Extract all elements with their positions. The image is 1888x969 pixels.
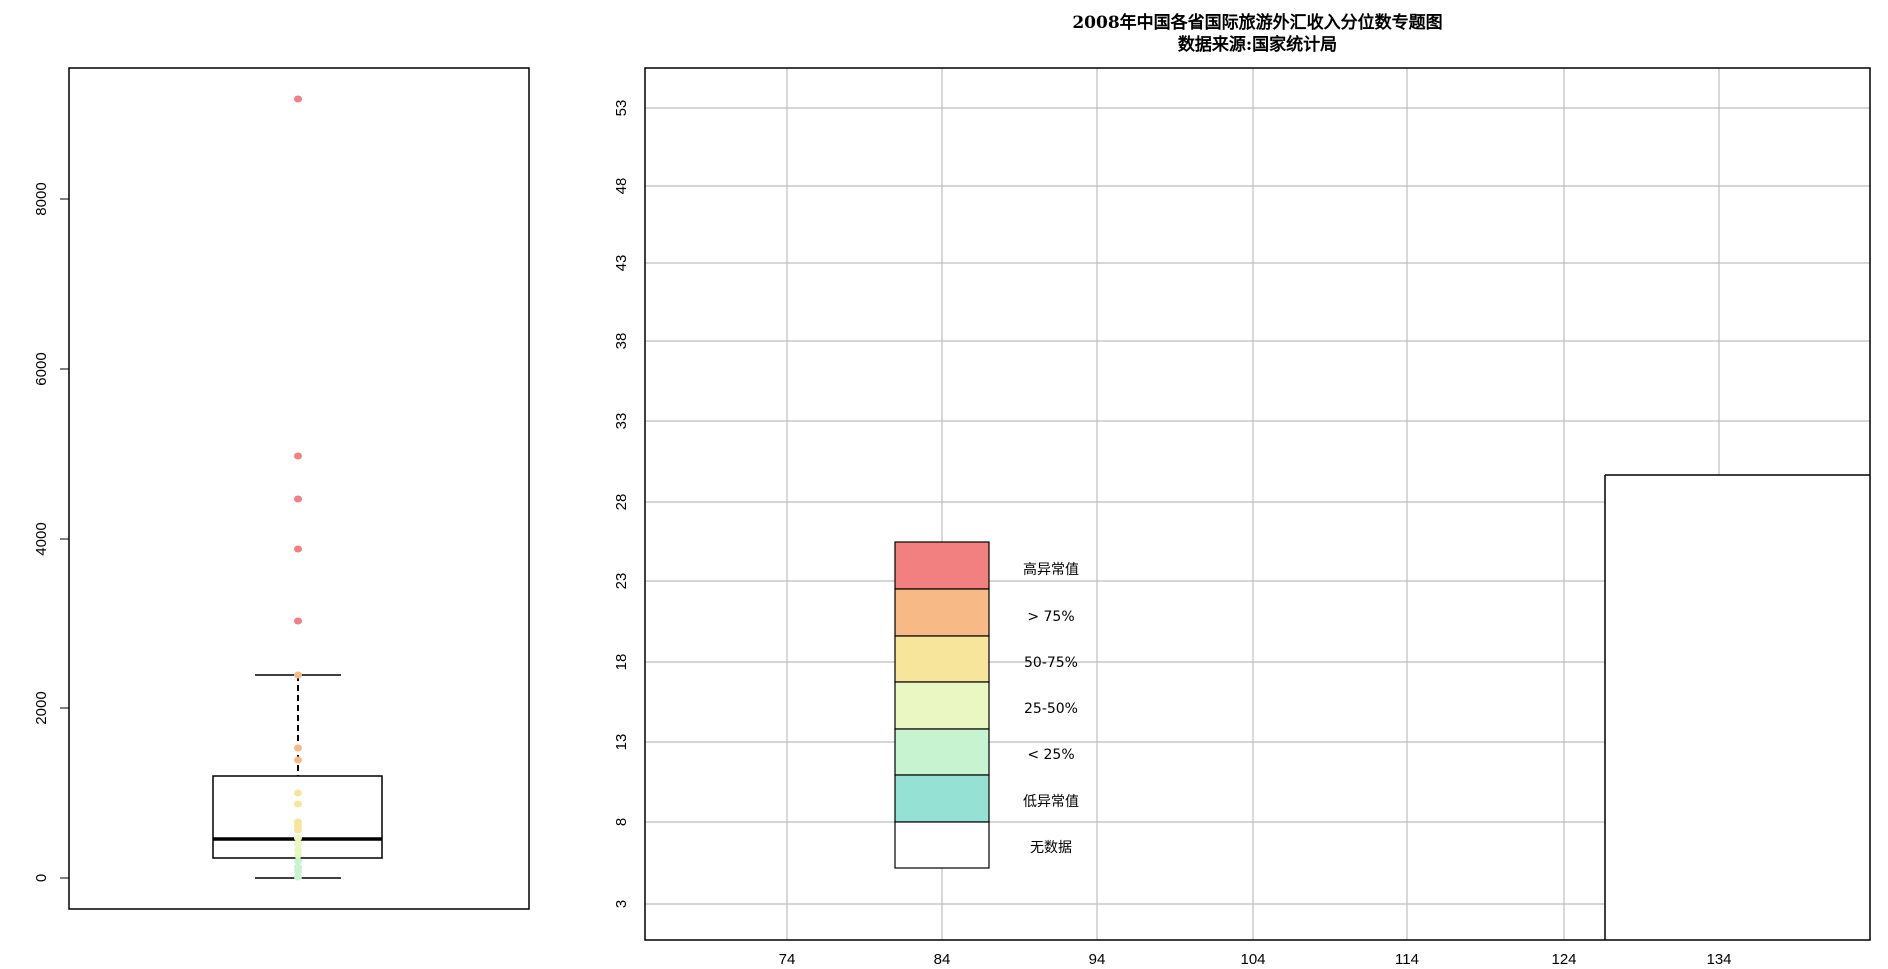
- legend-swatch-lt25: [894, 728, 990, 776]
- y-tick-label: 53: [613, 100, 630, 117]
- x-tick-label: 74: [779, 951, 796, 968]
- legend-label: > 75%: [1027, 609, 1074, 625]
- boxplot-panel: 0 2000 4000 6000 8000: [33, 67, 530, 910]
- y-tick-label: 6000: [33, 352, 50, 385]
- y-tick-label: 23: [613, 573, 630, 590]
- legend-swatch-high-outlier: [894, 541, 990, 590]
- y-tick-label: 8000: [33, 182, 50, 215]
- x-tick-label: 134: [1706, 951, 1731, 968]
- legend-swatch-no-data: [894, 821, 990, 869]
- legend-swatch-50-75: [894, 635, 990, 683]
- y-tick-label: 2000: [33, 691, 50, 724]
- y-tick-label: 8: [613, 818, 630, 826]
- chart-subtitle: 数据来源:国家统计局: [1177, 35, 1338, 55]
- legend-label: 无数据: [1030, 840, 1072, 856]
- legend-label: 低异常值: [1023, 794, 1079, 810]
- legend-swatch-low-outlier: [894, 774, 990, 823]
- legend-label: < 25%: [1027, 747, 1074, 763]
- map-x-axis: 74 84 94 104 114 124 134: [779, 951, 1732, 968]
- legend-label: 25-50%: [1024, 701, 1078, 717]
- y-tick-label: 43: [613, 255, 630, 272]
- y-tick-label: 4000: [33, 522, 50, 555]
- map-y-axis: 3 8 13 18 23 28 33 38 43 48 53: [613, 100, 630, 909]
- south-china-sea-inset: [1604, 474, 1870, 940]
- y-tick-label: 13: [613, 734, 630, 751]
- x-tick-label: 94: [1089, 951, 1106, 968]
- boxplot-y-axis: 0 2000 4000 6000 8000: [33, 182, 69, 882]
- x-tick-label: 84: [934, 951, 951, 968]
- y-tick-label: 0: [33, 874, 50, 882]
- y-tick-label: 18: [613, 654, 630, 671]
- x-tick-label: 124: [1551, 951, 1576, 968]
- legend-label: 高异常值: [1023, 561, 1079, 578]
- legend-swatch-gt75: [894, 588, 990, 637]
- x-tick-label: 114: [1395, 951, 1419, 968]
- boxplot-points: [294, 95, 302, 881]
- y-tick-label: 38: [613, 333, 630, 350]
- y-tick-label: 3: [613, 900, 630, 908]
- y-tick-label: 28: [613, 494, 630, 511]
- x-tick-label: 104: [1240, 951, 1265, 968]
- legend-swatch-25-50: [894, 681, 990, 730]
- legend-label: 50-75%: [1024, 655, 1078, 671]
- map-panel: 高异常值 > 75% 50-75% 25-50% < 25% 低异常值 无数据 …: [613, 67, 1871, 968]
- y-tick-label: 33: [613, 413, 630, 430]
- boxplot-frame: [68, 67, 530, 910]
- y-tick-label: 48: [613, 178, 630, 195]
- map-legend: 高异常值 > 75% 50-75% 25-50% < 25% 低异常值 无数据: [894, 541, 1079, 869]
- chart-title: 2008年中国各省国际旅游外汇收入分位数专题图: [1072, 13, 1443, 33]
- map-frame: [644, 67, 1871, 941]
